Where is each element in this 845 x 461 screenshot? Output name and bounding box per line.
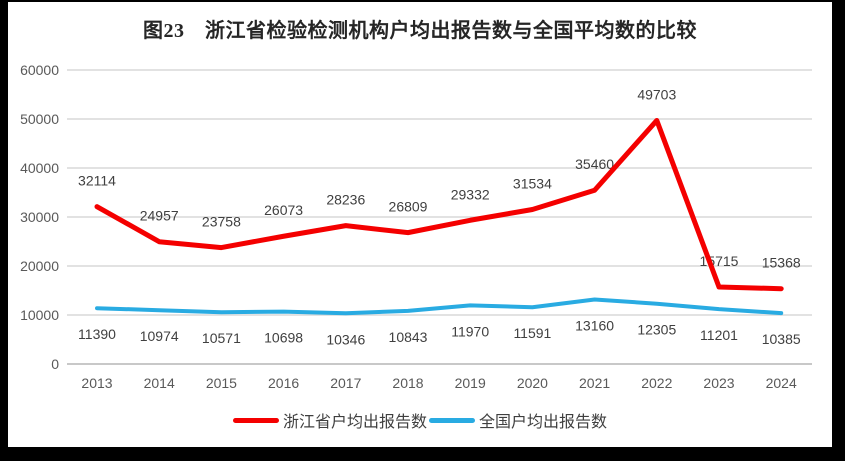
data-label: 26073 (264, 202, 303, 218)
zhejiang-series-line (94, 117, 784, 292)
data-label: 32114 (78, 173, 116, 189)
legend-label-zhejiang: 浙江省户均出报告数 (282, 414, 427, 431)
x-tick-label: 2021 (579, 375, 610, 391)
legend-item-national: 全国户均出报告数 (429, 408, 607, 432)
x-tick-label: 2017 (330, 375, 361, 391)
data-label: 11201 (700, 327, 738, 343)
national-line-swatch (429, 417, 475, 423)
data-label: 12305 (637, 322, 676, 338)
data-label: 15368 (762, 255, 801, 271)
chart-title: 图23 浙江省检验检测机构户均出报告数与全国平均数的比较 (143, 20, 697, 42)
y-tick-label: 50000 (20, 111, 59, 127)
national-series-line (95, 297, 784, 316)
y-tick-label: 10000 (20, 307, 59, 323)
data-label: 35460 (575, 156, 614, 172)
data-label: 28236 (326, 192, 365, 208)
data-label: 29332 (451, 186, 490, 202)
y-tick-label: 60000 (20, 62, 59, 78)
data-label: 10385 (762, 331, 801, 347)
data-label: 13160 (575, 318, 614, 334)
x-tick-label: 2015 (206, 375, 237, 391)
data-label: 10346 (326, 331, 365, 347)
data-label: 31534 (513, 175, 552, 191)
data-label: 11591 (513, 325, 551, 341)
x-tick-label: 2016 (268, 375, 299, 391)
x-tick-label: 2014 (144, 375, 175, 391)
legend-label-national: 全国户均出报告数 (479, 414, 608, 431)
legend-item-zhejiang: 浙江省户均出报告数 (232, 408, 427, 432)
data-label: 10974 (140, 328, 179, 344)
data-label: 10843 (389, 329, 428, 345)
data-label: 26809 (389, 199, 428, 215)
chart-legend: 浙江省户均出报告数 全国户均出报告数 (8, 408, 832, 432)
zhejiang-line-swatch (232, 417, 279, 423)
x-tick-label: 2019 (455, 375, 486, 391)
data-label: 10698 (264, 330, 303, 346)
x-tick-label: 2018 (392, 375, 423, 391)
data-label: 24957 (140, 208, 179, 224)
x-tick-label: 2020 (517, 375, 548, 391)
y-tick-label: 20000 (20, 258, 59, 274)
data-label: 23758 (202, 214, 241, 230)
y-tick-label: 0 (51, 356, 59, 372)
chart-figure: 图23 浙江省检验检测机构户均出报告数与全国平均数的比较 0 10000 20000… (8, 2, 832, 447)
line-chart-canvas: 0 10000 20000 30000 40000 50000 60000 2013 2014 2… (20, 62, 812, 391)
data-label: 11970 (451, 323, 489, 339)
data-label: 11390 (78, 326, 116, 342)
x-tick-label: 2023 (703, 375, 734, 391)
data-label: 10571 (202, 330, 241, 346)
data-label: 49703 (637, 86, 676, 102)
x-tick-label: 2013 (81, 375, 112, 391)
x-tick-label: 2024 (766, 375, 797, 391)
x-tick-label: 2022 (641, 375, 672, 391)
y-tick-label: 30000 (20, 209, 59, 225)
y-tick-label: 40000 (20, 160, 59, 176)
